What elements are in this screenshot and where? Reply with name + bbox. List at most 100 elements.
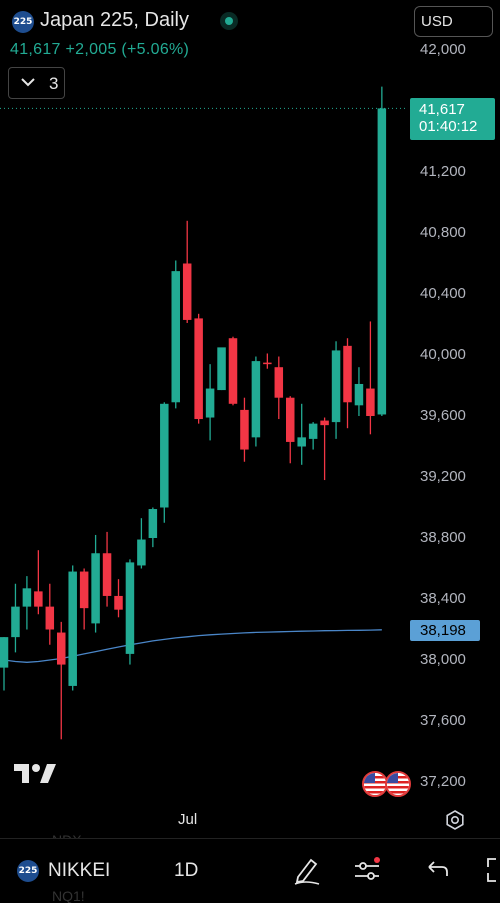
candle[interactable] [331,341,341,439]
price-axis-label: 41,200 [420,163,466,180]
candle[interactable] [263,353,272,369]
market-open-indicator [220,12,238,30]
candle[interactable] [297,403,306,465]
candle-body [57,632,66,665]
price-axis-label: 40,400 [420,285,466,302]
candle[interactable] [91,534,100,633]
price-axis-label: 38,400 [420,590,466,607]
indicators-count: 3 [49,74,59,93]
candle-body [160,403,169,508]
candle-body [366,388,375,416]
candle-body [11,606,20,638]
candle[interactable] [79,568,89,630]
last-price-value: 41,617 [419,101,465,118]
candle[interactable] [102,531,112,607]
candle-body [308,423,318,439]
price-axis-label: 38,000 [420,651,466,668]
candle-body [274,367,284,398]
candle[interactable] [354,367,364,416]
fullscreen-icon[interactable] [484,855,500,885]
candle[interactable] [343,338,352,429]
candle-body [137,539,146,566]
bottom-toolbar [0,838,500,903]
candle-body [297,437,306,447]
watchlist-ghost-symbol: NQ1! [52,888,85,903]
candle[interactable] [22,576,32,630]
candle[interactable] [228,336,238,406]
candle[interactable] [217,347,226,391]
us-flag-graphic [387,773,409,795]
candle-body [34,591,43,607]
draw-pen-icon[interactable] [293,855,321,885]
price-axis-label: 38,800 [420,529,466,546]
candle[interactable] [205,364,215,441]
candle[interactable] [366,321,375,435]
candle-body [22,588,32,607]
chart-settings-icon[interactable] [444,809,466,831]
candle-body [68,571,77,686]
candle[interactable] [240,397,249,462]
candle[interactable] [251,356,261,447]
last-price-tag: 41,617 01:40:12 [410,98,495,140]
candle[interactable] [57,621,66,740]
candle-body [320,420,329,426]
symbol-selector[interactable]: NIKKEI [48,860,111,881]
candle[interactable] [68,565,77,691]
bar-countdown: 01:40:12 [419,118,478,135]
candle-body [205,388,215,418]
candle-body [240,409,249,450]
us-flag-icon[interactable] [385,771,411,797]
candle-body [182,263,192,320]
candle-body [286,397,295,442]
currency-selector[interactable]: USD [414,6,493,37]
candle[interactable] [377,86,387,416]
candle[interactable] [160,402,169,523]
candle-body [217,347,226,391]
us-flag-icon[interactable] [362,771,388,797]
candle[interactable] [148,507,158,548]
symbol-logo: 225 [12,11,34,33]
candle[interactable] [182,220,192,323]
candle[interactable] [286,396,295,464]
indicators-icon[interactable] [352,855,382,885]
interval-selector[interactable]: 1D [174,860,199,881]
candle[interactable] [125,559,135,665]
candle-body [91,553,100,624]
candle[interactable] [0,637,9,691]
candle-body [354,383,364,406]
candle-body [125,562,135,654]
price-axis-label: 42,000 [420,41,466,58]
candle-body [0,637,9,668]
candle-body [343,345,352,403]
price-axis-label: 39,600 [420,407,466,424]
candle-body [251,361,261,438]
chevron-down-icon [21,78,35,87]
candle-body [377,108,387,415]
undo-icon[interactable] [426,855,450,885]
candle[interactable] [308,422,318,450]
price-change: 41,617 +2,005 (+5.06%) [10,41,190,58]
price-axis-label: 37,200 [420,773,466,790]
indicators-toggle-button[interactable]: 3 [8,67,65,99]
candle[interactable] [171,260,181,409]
time-axis-label: Jul [178,811,198,828]
symbol-title[interactable]: Japan 225, Daily [40,9,189,31]
currency-label: USD [421,13,453,30]
candle-body [79,571,89,609]
candle[interactable] [114,579,123,618]
candle[interactable] [45,583,55,645]
price-axis-label: 37,600 [420,712,466,729]
tradingview-logo-icon[interactable] [14,762,56,786]
price-axis-label: 40,000 [420,346,466,363]
candle-body [331,350,341,423]
price-axis-label: 39,200 [420,468,466,485]
candle[interactable] [34,550,43,615]
symbol-logo: 225 [17,860,39,882]
candle[interactable] [137,518,146,569]
candle[interactable] [274,356,284,420]
candle[interactable] [194,313,203,424]
candle-body [171,271,180,403]
candle[interactable] [320,417,329,481]
candle[interactable] [11,583,20,653]
